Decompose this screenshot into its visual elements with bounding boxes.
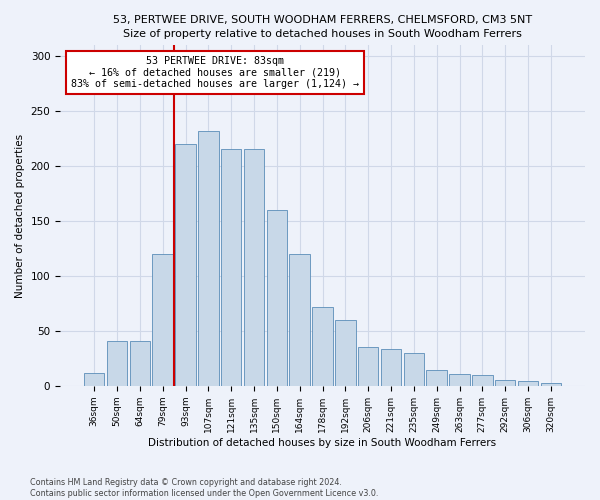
Bar bbox=[289, 254, 310, 386]
X-axis label: Distribution of detached houses by size in South Woodham Ferrers: Distribution of detached houses by size … bbox=[148, 438, 497, 448]
Bar bbox=[152, 254, 173, 386]
Bar bbox=[427, 370, 447, 386]
Y-axis label: Number of detached properties: Number of detached properties bbox=[15, 134, 25, 298]
Bar bbox=[358, 348, 379, 386]
Bar bbox=[449, 374, 470, 386]
Bar bbox=[312, 307, 333, 386]
Bar bbox=[495, 380, 515, 386]
Bar bbox=[335, 320, 356, 386]
Bar bbox=[266, 210, 287, 386]
Bar bbox=[472, 375, 493, 386]
Bar bbox=[130, 341, 150, 386]
Bar bbox=[198, 131, 218, 386]
Text: Contains HM Land Registry data © Crown copyright and database right 2024.
Contai: Contains HM Land Registry data © Crown c… bbox=[30, 478, 379, 498]
Bar bbox=[175, 144, 196, 386]
Bar bbox=[221, 148, 241, 386]
Bar bbox=[541, 382, 561, 386]
Bar bbox=[84, 372, 104, 386]
Text: 53 PERTWEE DRIVE: 83sqm
← 16% of detached houses are smaller (219)
83% of semi-d: 53 PERTWEE DRIVE: 83sqm ← 16% of detache… bbox=[71, 56, 359, 88]
Bar bbox=[107, 341, 127, 386]
Bar bbox=[381, 348, 401, 386]
Bar bbox=[518, 382, 538, 386]
Title: 53, PERTWEE DRIVE, SOUTH WOODHAM FERRERS, CHELMSFORD, CM3 5NT
Size of property r: 53, PERTWEE DRIVE, SOUTH WOODHAM FERRERS… bbox=[113, 15, 532, 39]
Bar bbox=[404, 353, 424, 386]
Bar bbox=[244, 148, 264, 386]
